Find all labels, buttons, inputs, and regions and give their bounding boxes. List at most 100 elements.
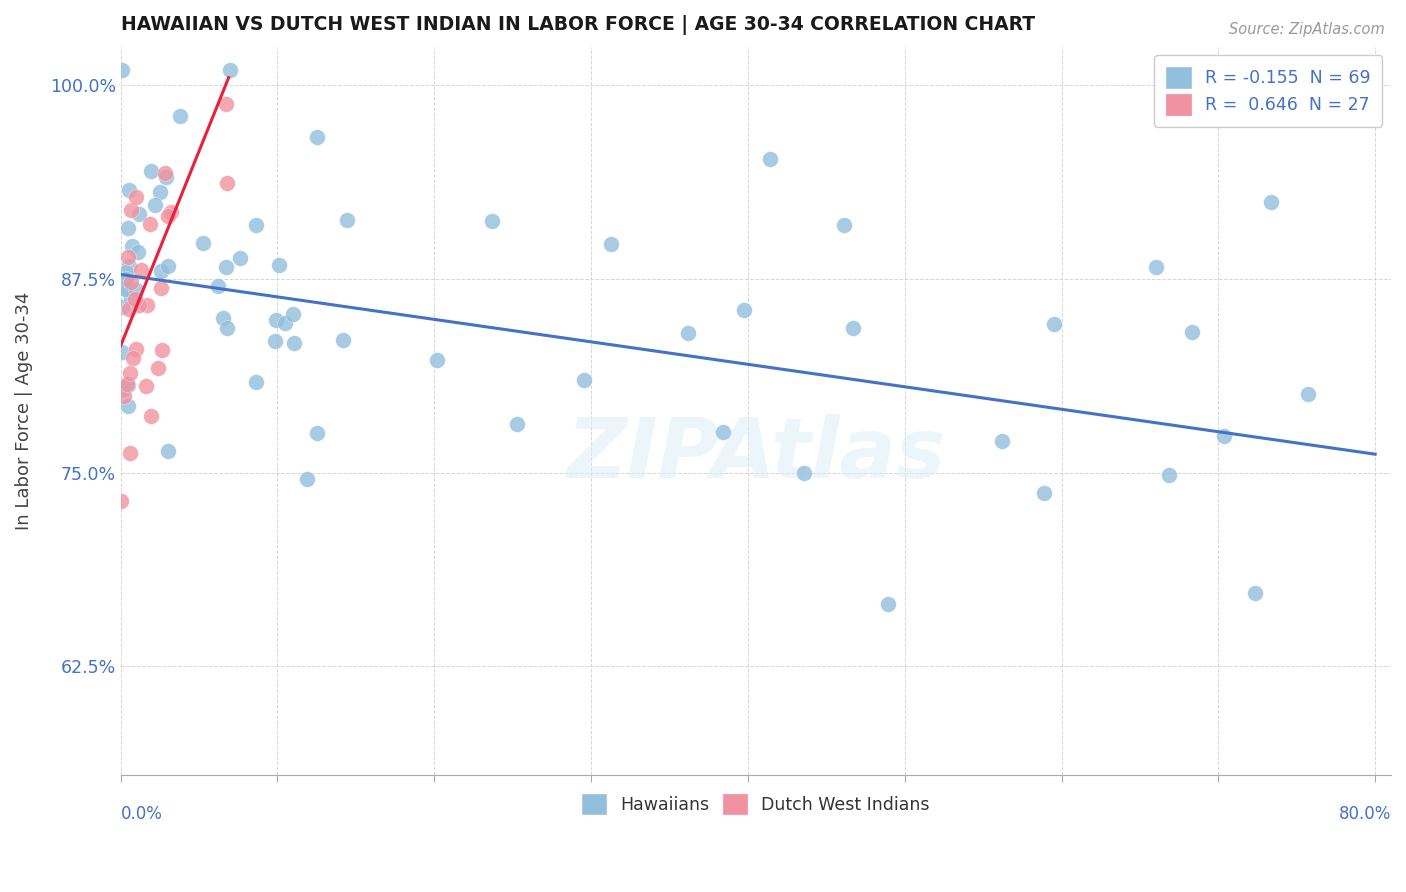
Point xyxy=(139,164,162,178)
Point xyxy=(1032,486,1054,500)
Point xyxy=(1244,585,1267,599)
Point xyxy=(207,279,229,293)
Point xyxy=(149,264,172,278)
Point xyxy=(1213,429,1236,443)
Point xyxy=(135,379,157,393)
Point xyxy=(117,250,139,264)
Point xyxy=(118,259,141,273)
Point xyxy=(832,218,855,232)
Point xyxy=(273,316,295,330)
Point xyxy=(599,236,621,251)
Point xyxy=(219,63,242,78)
Point xyxy=(120,445,142,459)
Point xyxy=(124,292,146,306)
Point xyxy=(215,96,238,111)
Point xyxy=(191,235,214,250)
Point xyxy=(120,292,142,306)
Point xyxy=(264,313,287,327)
Point xyxy=(506,417,529,432)
Text: ZIPAtlas: ZIPAtlas xyxy=(567,414,945,495)
Point xyxy=(139,217,162,231)
Point xyxy=(155,170,177,185)
Point xyxy=(876,597,898,611)
Point xyxy=(114,282,136,296)
Point xyxy=(156,259,179,273)
Point xyxy=(125,342,148,356)
Point xyxy=(215,260,238,274)
Point xyxy=(676,326,699,341)
Point xyxy=(149,185,172,199)
Legend: Hawaiians, Dutch West Indians: Hawaiians, Dutch West Indians xyxy=(575,787,936,821)
Point xyxy=(733,302,755,317)
Point xyxy=(1042,318,1064,332)
Point xyxy=(125,190,148,204)
Point xyxy=(215,320,238,334)
Point xyxy=(110,62,132,77)
Text: HAWAIIAN VS DUTCH WEST INDIAN IN LABOR FORCE | AGE 30-34 CORRELATION CHART: HAWAIIAN VS DUTCH WEST INDIAN IN LABOR F… xyxy=(121,15,1035,35)
Point xyxy=(120,203,142,218)
Point xyxy=(481,214,503,228)
Point xyxy=(1181,325,1204,339)
Point xyxy=(1159,468,1181,483)
Point xyxy=(572,374,595,388)
Point xyxy=(1144,260,1167,274)
Point xyxy=(842,321,865,335)
Point xyxy=(127,244,149,259)
Point xyxy=(336,213,359,227)
Point xyxy=(332,333,354,347)
Point xyxy=(991,434,1014,448)
Point xyxy=(150,343,173,357)
Point xyxy=(283,335,305,350)
Point xyxy=(131,263,153,277)
Point xyxy=(117,399,139,413)
Point xyxy=(425,353,447,368)
Point xyxy=(128,206,150,220)
Point xyxy=(125,283,148,297)
Point xyxy=(1296,386,1319,401)
Point xyxy=(245,375,267,389)
Point xyxy=(115,265,138,279)
Point xyxy=(115,272,138,286)
Point xyxy=(157,444,180,458)
Point xyxy=(121,239,143,253)
Point xyxy=(156,210,179,224)
Point xyxy=(117,221,139,235)
Point xyxy=(110,494,132,508)
Point xyxy=(160,205,183,219)
Point xyxy=(146,360,169,375)
Point xyxy=(120,276,142,290)
Point xyxy=(269,258,291,272)
Text: Source: ZipAtlas.com: Source: ZipAtlas.com xyxy=(1229,22,1385,37)
Point xyxy=(118,367,141,381)
Point xyxy=(1260,195,1282,210)
Point xyxy=(307,426,329,441)
Point xyxy=(143,198,166,212)
Point xyxy=(112,389,135,403)
Point xyxy=(305,129,328,144)
Text: 80.0%: 80.0% xyxy=(1339,805,1391,823)
Point xyxy=(149,281,172,295)
Point xyxy=(139,409,162,423)
Point xyxy=(153,166,176,180)
Point xyxy=(215,176,238,190)
Point xyxy=(118,301,141,316)
Point xyxy=(122,351,145,365)
Point xyxy=(169,109,191,123)
Point xyxy=(245,219,267,233)
Point xyxy=(135,298,157,312)
Point xyxy=(128,297,150,311)
Point xyxy=(112,382,135,396)
Point xyxy=(212,311,235,326)
Point xyxy=(111,300,134,314)
Point xyxy=(295,472,318,486)
Point xyxy=(117,378,139,392)
Y-axis label: In Labor Force | Age 30-34: In Labor Force | Age 30-34 xyxy=(15,292,32,530)
Point xyxy=(114,281,136,295)
Point xyxy=(111,344,134,359)
Point xyxy=(229,251,252,265)
Point xyxy=(711,425,734,440)
Point xyxy=(793,466,815,480)
Point xyxy=(118,183,141,197)
Point xyxy=(283,307,305,321)
Point xyxy=(264,334,287,348)
